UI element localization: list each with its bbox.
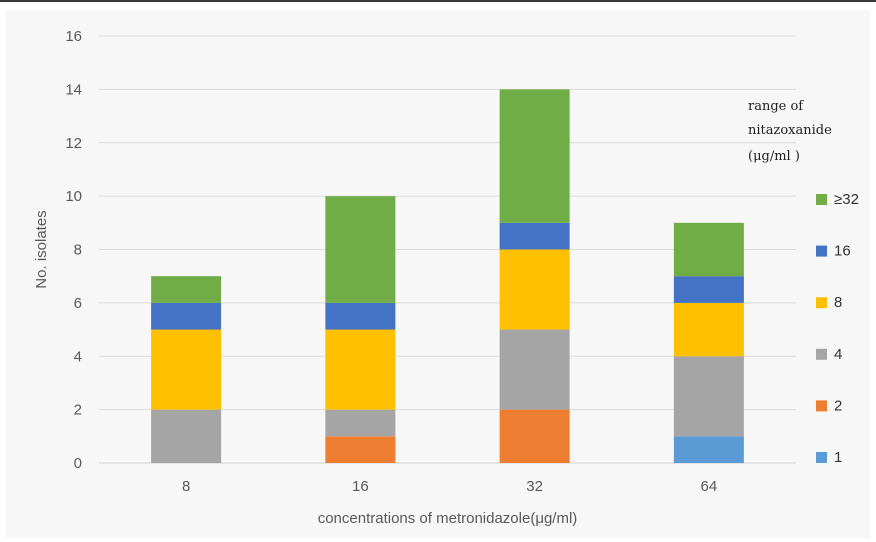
legend-swatch-1 <box>816 452 827 463</box>
y-tick-label: 4 <box>74 348 82 365</box>
legend-swatch-2 <box>816 400 827 412</box>
bar-segment-32-8 <box>499 249 570 330</box>
y-tick-label: 14 <box>65 81 82 98</box>
x-tick-labels: 8 16 32 64 <box>182 478 717 495</box>
y-tick-labels: 0 2 4 6 8 10 12 14 16 <box>65 28 82 472</box>
legend-swatch-8 <box>816 297 827 309</box>
y-tick-label: 6 <box>74 295 82 312</box>
y-axis-title: No. isolates <box>33 210 50 288</box>
legend-swatch-4 <box>816 348 827 360</box>
bar-segment-64-≥32 <box>673 222 744 277</box>
legend-label-4: 4 <box>834 346 842 363</box>
x-tick-label: 8 <box>182 478 190 495</box>
bar-segment-32-≥32 <box>499 89 570 223</box>
legend-label-≥32: ≥32 <box>834 191 859 208</box>
bar-segment-32-4 <box>499 329 570 410</box>
bar-segment-16-≥32 <box>325 196 396 303</box>
bars <box>151 89 744 463</box>
legend: range of nitazoxanide (μg/ml ) 1 2 4 8 16 ≥32 <box>748 99 859 466</box>
x-tick-label: 64 <box>701 478 718 495</box>
bar-segment-16-8 <box>325 329 396 410</box>
legend-label-16: 16 <box>834 243 851 260</box>
bar-segment-8-4 <box>151 409 222 463</box>
bar-segment-16-4 <box>325 409 396 437</box>
legend-swatch-16 <box>816 245 827 257</box>
y-tick-label: 10 <box>65 188 82 205</box>
bar-segment-64-16 <box>673 276 744 303</box>
bar-segment-64-4 <box>673 356 744 437</box>
legend-swatch-≥32 <box>816 194 827 205</box>
legend-title-line-3: (μg/ml ) <box>748 149 800 164</box>
y-tick-label: 16 <box>65 28 82 45</box>
y-tick-label: 12 <box>65 135 82 152</box>
bar-segment-32-2 <box>499 409 570 463</box>
x-axis-title: concentrations of metronidazole(μg/ml) <box>318 510 578 527</box>
bar-segment-8-16 <box>151 302 222 330</box>
y-tick-label: 0 <box>74 455 82 472</box>
bar-segment-64-1 <box>673 436 744 463</box>
legend-title-line-1: range of <box>748 99 804 114</box>
bar-segment-32-16 <box>499 222 570 250</box>
bar-segment-8-≥32 <box>151 276 222 303</box>
legend-label-2: 2 <box>834 397 842 414</box>
x-tick-label: 16 <box>352 478 369 495</box>
bar-segment-16-16 <box>325 302 396 330</box>
bar-segment-16-2 <box>325 436 396 463</box>
x-tick-label: 32 <box>526 478 543 495</box>
legend-title-line-2: nitazoxanide <box>748 123 832 138</box>
y-tick-label: 8 <box>74 242 82 259</box>
bar-segment-8-8 <box>151 329 222 410</box>
legend-label-8: 8 <box>834 294 842 311</box>
legend-label-1: 1 <box>834 449 842 466</box>
chart-panel: 0 2 4 6 8 10 12 14 16 8 16 32 64 No. isolates conce… <box>6 10 870 538</box>
bar-segment-64-8 <box>673 302 744 357</box>
y-tick-label: 2 <box>74 402 82 419</box>
